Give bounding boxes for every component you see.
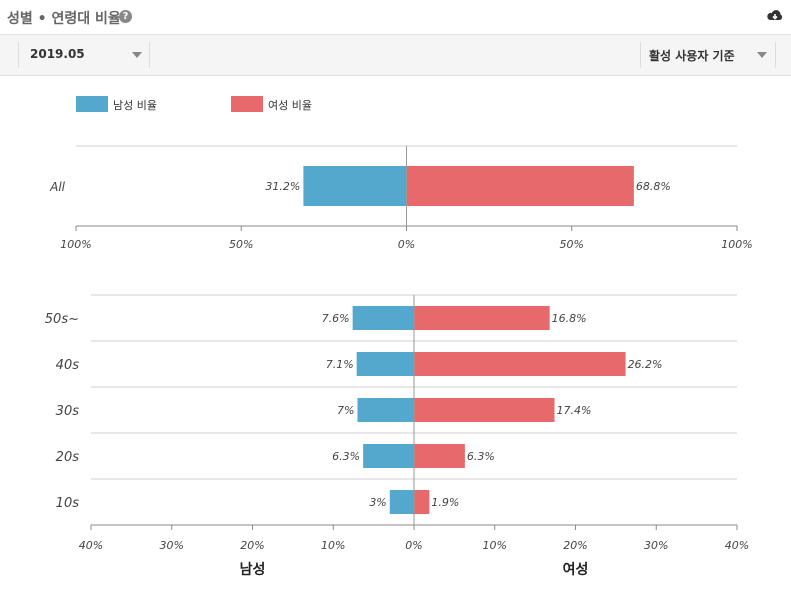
category-label: 50s~ <box>45 312 79 327</box>
legend-swatch-male <box>76 96 108 112</box>
x-tick-label: 30% <box>160 539 184 552</box>
x-tick-label: 100% <box>60 238 91 251</box>
filter-toolbar: 2019.05 활성 사용자 기준 <box>0 34 791 76</box>
data-label-male: 31.2% <box>265 180 300 193</box>
category-label: 30s <box>56 404 80 419</box>
question-circle-icon[interactable]: ? <box>119 10 132 23</box>
category-label: 40s <box>56 358 80 373</box>
x-tick-label: 40% <box>725 539 749 552</box>
data-label-male: 3% <box>369 496 386 509</box>
category-label: 10s <box>56 496 80 511</box>
x-tick-label: 50% <box>229 238 253 251</box>
widget-header: 성별 • 연령대 비율 ? <box>0 0 791 34</box>
bar-female <box>414 352 626 376</box>
bar-male <box>356 352 414 376</box>
cloud-download-icon[interactable] <box>766 8 784 24</box>
x-label-female: 여성 <box>563 561 589 578</box>
x-tick-label: 100% <box>721 238 752 251</box>
legend-swatch-female <box>231 96 263 112</box>
bar-female <box>414 444 465 468</box>
x-tick-label: 0% <box>405 539 422 552</box>
data-label-male: 7.1% <box>326 358 354 371</box>
legend-label-male: 남성 비율 <box>113 99 157 112</box>
bar-male <box>363 444 414 468</box>
x-label-male: 남성 <box>240 561 266 578</box>
data-label-male: 7.6% <box>322 312 350 325</box>
bar-female <box>414 398 555 422</box>
bar-female <box>414 490 430 514</box>
bar-male <box>303 166 407 206</box>
data-label-male: 7% <box>337 404 354 417</box>
category-label: All <box>49 180 66 194</box>
date-select-value: 2019.05 <box>30 47 85 61</box>
x-tick-label: 40% <box>79 539 103 552</box>
x-tick-label: 20% <box>240 539 264 552</box>
bar-male <box>357 398 414 422</box>
basis-select[interactable]: 활성 사용자 기준 <box>640 42 776 68</box>
widget-title: 성별 • 연령대 비율 <box>7 11 121 27</box>
data-label-female: 26.2% <box>628 358 663 371</box>
chevron-down-icon <box>132 52 142 58</box>
chevron-down-icon <box>757 52 767 58</box>
bar-male <box>352 306 414 330</box>
chart-age-gender: 40% 30% 20% 10% 0% 10% 20% 30% 40% 50s~ 7.6% 16.8% 4… <box>45 294 749 578</box>
x-tick-label: 30% <box>644 539 668 552</box>
x-tick-label: 50% <box>560 238 584 251</box>
date-select[interactable]: 2019.05 <box>18 42 150 68</box>
chart-all-gender: 100% 50% 0% 50% 100% All 31.2% 68.8% <box>49 145 753 251</box>
category-label: 20s <box>56 450 80 465</box>
bar-female <box>414 306 550 330</box>
data-label-female: 68.8% <box>636 180 671 193</box>
x-tick-label: 20% <box>563 539 587 552</box>
data-label-female: 1.9% <box>431 496 459 509</box>
x-tick-label: 0% <box>398 238 415 251</box>
data-label-female: 16.8% <box>552 312 587 325</box>
data-label-female: 17.4% <box>557 404 592 417</box>
legend-label-female: 여성 비율 <box>268 99 312 112</box>
basis-select-value: 활성 사용자 기준 <box>649 49 735 63</box>
bar-female <box>406 166 634 206</box>
bar-male <box>389 490 414 514</box>
data-label-female: 6.3% <box>467 450 495 463</box>
x-tick-label: 10% <box>321 539 345 552</box>
data-label-male: 6.3% <box>332 450 360 463</box>
x-tick-label: 10% <box>483 539 507 552</box>
